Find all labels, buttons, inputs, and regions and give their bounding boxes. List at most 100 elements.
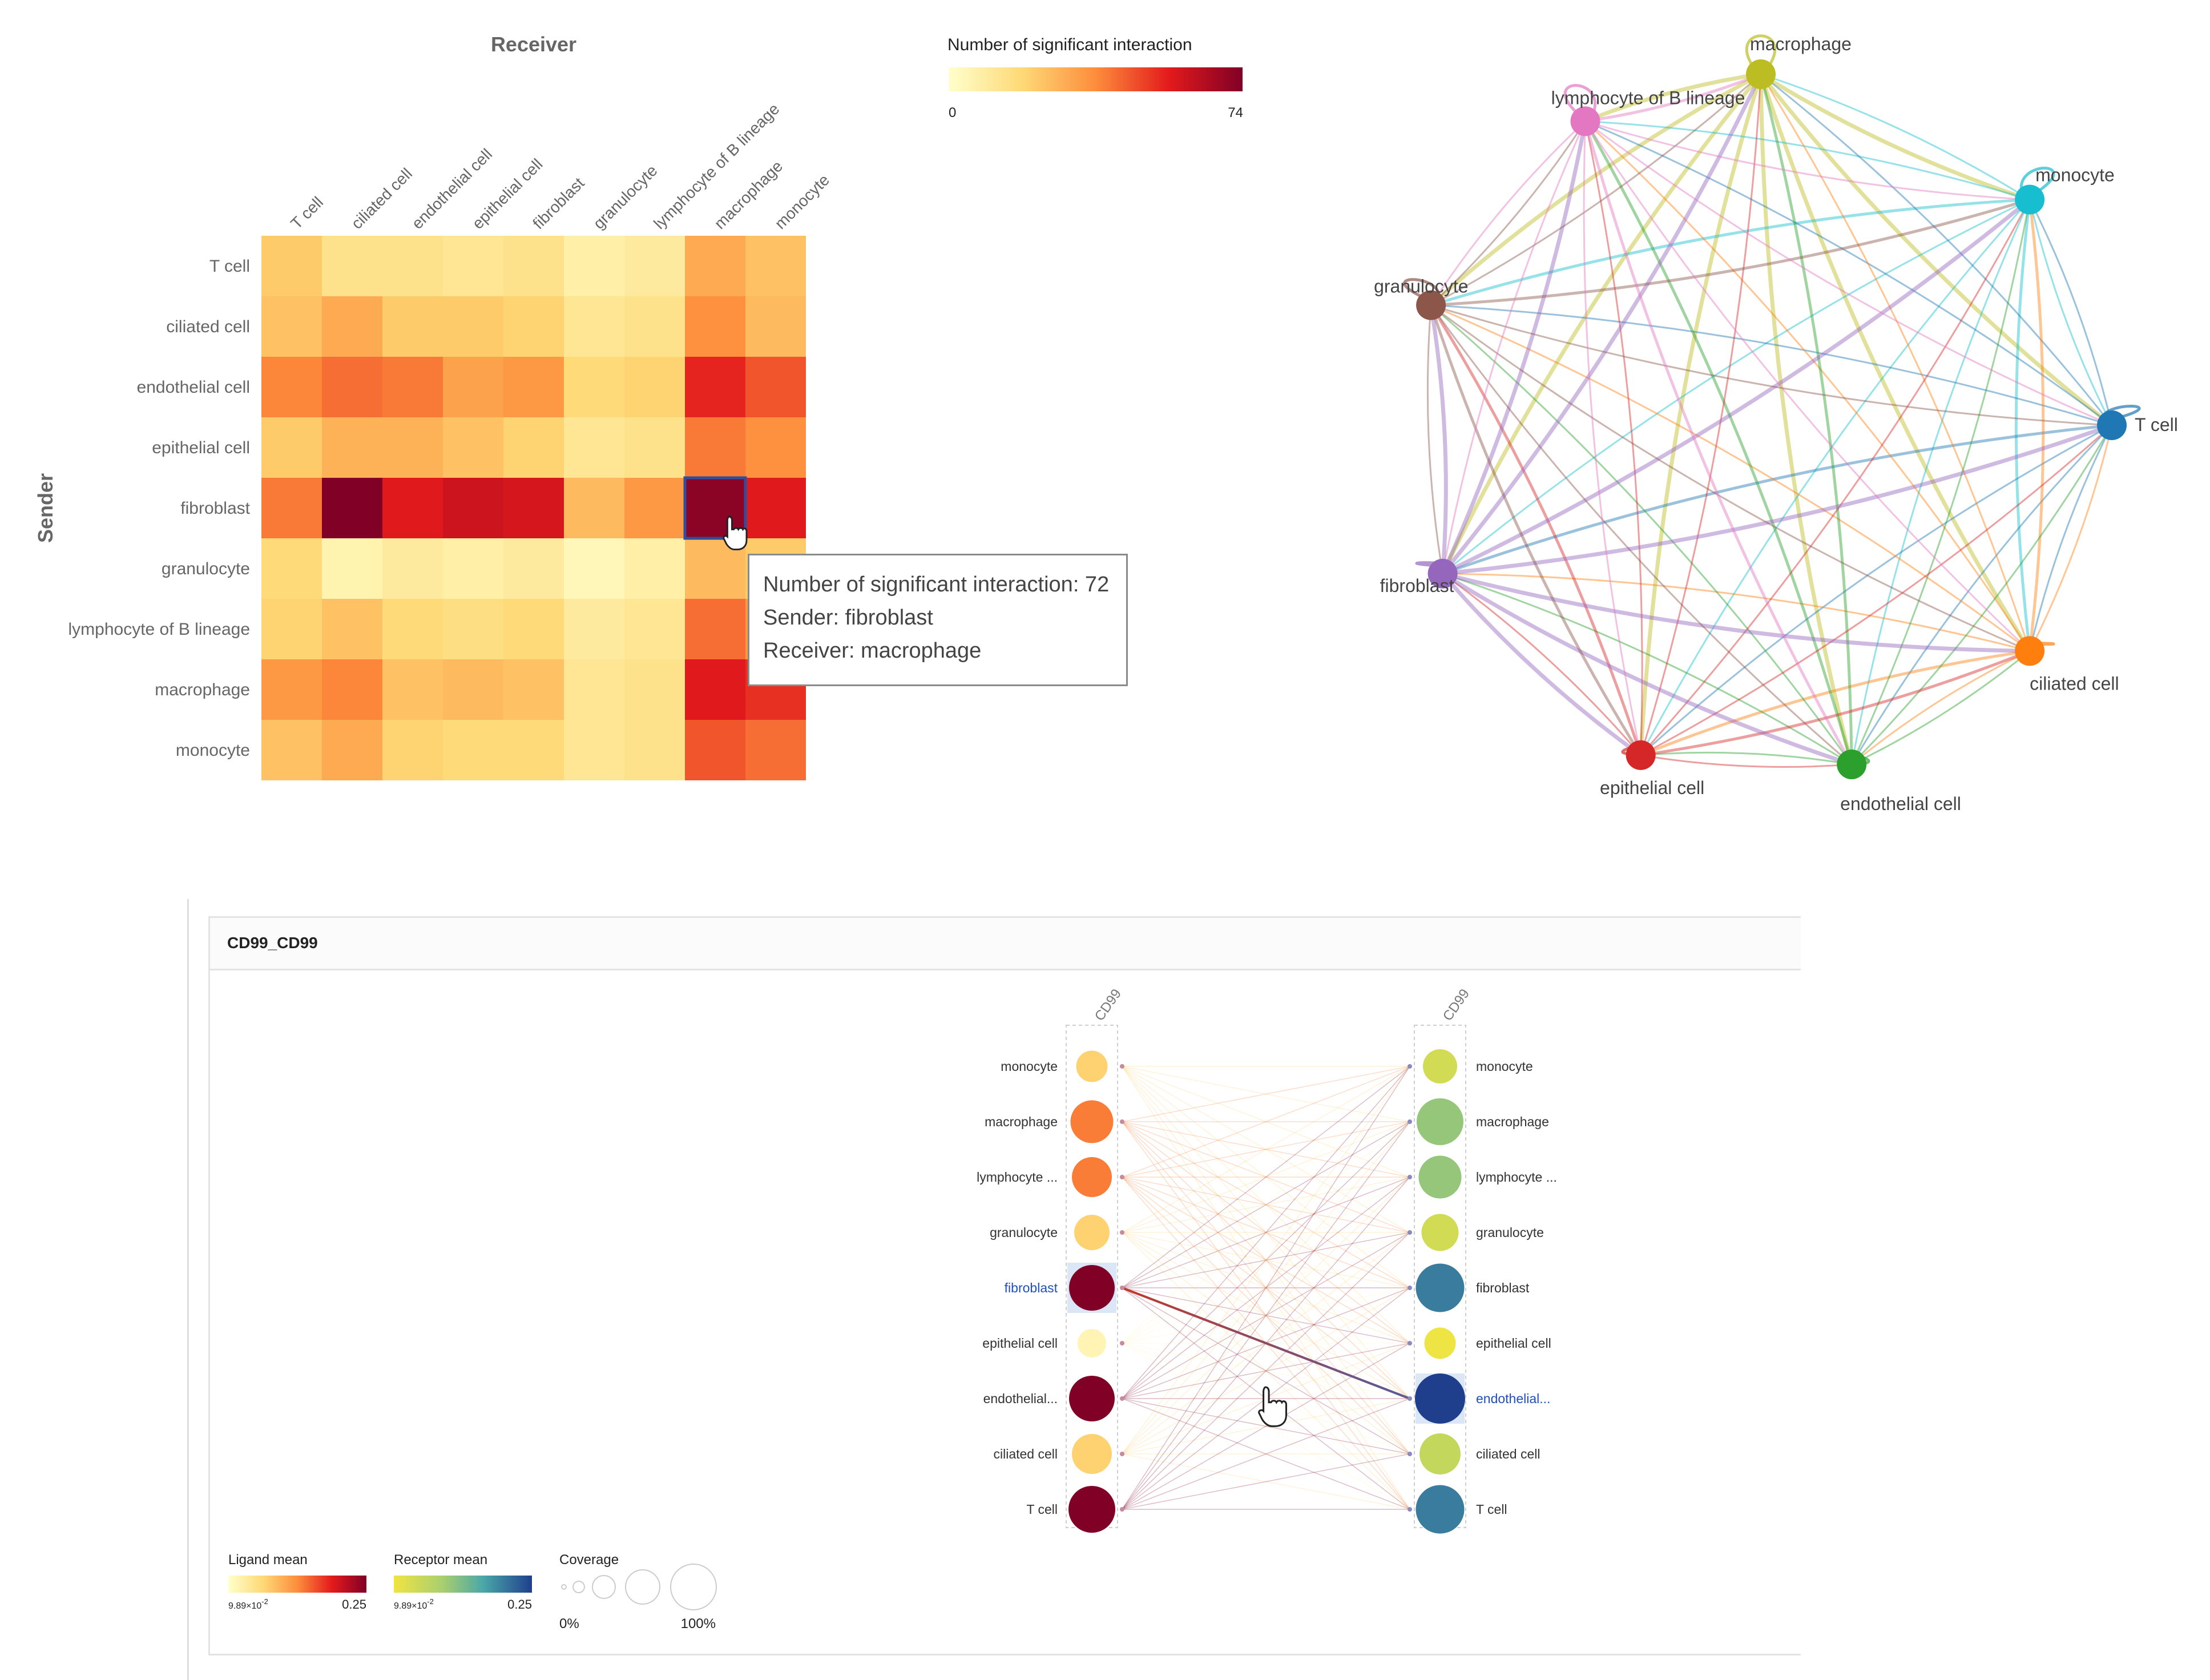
receptor-circle[interactable]: [1419, 1433, 1461, 1474]
ligand-circle[interactable]: [1076, 1050, 1108, 1082]
heatmap-cell[interactable]: [624, 357, 685, 417]
heatmap-cell[interactable]: [443, 236, 503, 296]
network-node[interactable]: [1837, 750, 1867, 780]
heatmap-cell[interactable]: [564, 599, 624, 659]
heatmap-cell[interactable]: [261, 417, 322, 478]
heatmap-cell[interactable]: [685, 357, 745, 417]
heatmap-cell[interactable]: [443, 538, 503, 599]
ligand-row-label[interactable]: lymphocyte ...: [977, 1170, 1058, 1185]
ligand-row-label[interactable]: epithelial cell: [982, 1336, 1058, 1351]
heatmap-cell[interactable]: [382, 417, 443, 478]
ligand-circle[interactable]: [1069, 1265, 1115, 1311]
network-node[interactable]: [1427, 558, 1458, 589]
heatmap-cell[interactable]: [261, 599, 322, 659]
receptor-circle[interactable]: [1417, 1098, 1463, 1145]
heatmap-cell[interactable]: [564, 538, 624, 599]
receptor-circle[interactable]: [1423, 1049, 1457, 1083]
heatmap-cell[interactable]: [685, 720, 745, 780]
ligand-row-label[interactable]: fibroblast: [1005, 1280, 1058, 1295]
network-node[interactable]: [1626, 740, 1656, 770]
heatmap-cell[interactable]: [322, 236, 382, 296]
ligand-row-label[interactable]: endothelial...: [983, 1391, 1058, 1406]
heatmap-cell[interactable]: [624, 478, 685, 538]
bipartite-highlight-link[interactable]: [1122, 1287, 1410, 1400]
heatmap-cell[interactable]: [503, 659, 564, 720]
heatmap-cell[interactable]: [443, 357, 503, 417]
heatmap-cell[interactable]: [503, 720, 564, 780]
heatmap-cell[interactable]: [443, 720, 503, 780]
ligand-circle[interactable]: [1074, 1215, 1110, 1250]
heatmap-cell[interactable]: [261, 357, 322, 417]
receptor-row-label[interactable]: lymphocyte ...: [1476, 1170, 1557, 1185]
receptor-circle[interactable]: [1421, 1214, 1459, 1251]
heatmap-cell[interactable]: [745, 296, 806, 357]
heatmap-cell[interactable]: [261, 538, 322, 599]
heatmap-cell[interactable]: [443, 296, 503, 357]
receptor-circle[interactable]: [1415, 1263, 1465, 1312]
receptor-row-label[interactable]: endothelial...: [1476, 1391, 1550, 1406]
heatmap-cell[interactable]: [261, 236, 322, 296]
heatmap-cell[interactable]: [322, 599, 382, 659]
heatmap-cell[interactable]: [503, 478, 564, 538]
network-node[interactable]: [2097, 410, 2127, 440]
heatmap-cell[interactable]: [322, 478, 382, 538]
heatmap-cell[interactable]: [624, 417, 685, 478]
heatmap-cell[interactable]: [322, 538, 382, 599]
network-node[interactable]: [1746, 59, 1776, 89]
heatmap-cell[interactable]: [322, 720, 382, 780]
heatmap-cell[interactable]: [322, 357, 382, 417]
network-node[interactable]: [1416, 290, 1446, 320]
heatmap-cell[interactable]: [624, 236, 685, 296]
ligand-circle[interactable]: [1072, 1434, 1112, 1474]
heatmap-cell[interactable]: [322, 417, 382, 478]
heatmap-cell[interactable]: [745, 417, 806, 478]
ligand-circle[interactable]: [1068, 1486, 1115, 1533]
heatmap-cell[interactable]: [503, 296, 564, 357]
ligand-circle[interactable]: [1078, 1329, 1106, 1357]
heatmap-cell[interactable]: [624, 599, 685, 659]
heatmap-cell[interactable]: [624, 538, 685, 599]
ligand-row-label[interactable]: T cell: [1026, 1502, 1058, 1517]
network-node[interactable]: [2015, 636, 2045, 666]
heatmap-cell[interactable]: [745, 357, 806, 417]
receptor-row-label[interactable]: fibroblast: [1476, 1280, 1530, 1295]
receptor-circle[interactable]: [1418, 1155, 1462, 1199]
heatmap-cell[interactable]: [503, 236, 564, 296]
receptor-row-label[interactable]: T cell: [1476, 1502, 1507, 1517]
heatmap-cell[interactable]: [443, 599, 503, 659]
heatmap-selected-cell[interactable]: [683, 476, 747, 540]
heatmap-cell[interactable]: [564, 417, 624, 478]
ligand-circle[interactable]: [1069, 1376, 1115, 1421]
heatmap-cell[interactable]: [382, 720, 443, 780]
heatmap-cell[interactable]: [564, 659, 624, 720]
ligand-circle[interactable]: [1070, 1100, 1114, 1143]
heatmap-cell[interactable]: [382, 296, 443, 357]
heatmap-cell[interactable]: [745, 478, 806, 538]
network-node[interactable]: [1570, 106, 1600, 136]
heatmap-cell[interactable]: [685, 236, 745, 296]
heatmap-cell[interactable]: [745, 236, 806, 296]
heatmap-cell[interactable]: [685, 417, 745, 478]
receptor-row-label[interactable]: epithelial cell: [1476, 1336, 1551, 1351]
heatmap-cell[interactable]: [261, 478, 322, 538]
heatmap-cell[interactable]: [685, 599, 745, 659]
ligand-row-label[interactable]: granulocyte: [990, 1225, 1058, 1240]
heatmap-cell[interactable]: [382, 538, 443, 599]
heatmap-cell[interactable]: [503, 538, 564, 599]
receptor-row-label[interactable]: ciliated cell: [1476, 1447, 1540, 1461]
heatmap-cell[interactable]: [685, 659, 745, 720]
heatmap-cell[interactable]: [745, 720, 806, 780]
receptor-row-label[interactable]: macrophage: [1476, 1114, 1549, 1129]
heatmap-cell[interactable]: [382, 659, 443, 720]
heatmap-cell[interactable]: [382, 236, 443, 296]
heatmap-cell[interactable]: [322, 296, 382, 357]
heatmap-cell[interactable]: [503, 599, 564, 659]
heatmap-cell[interactable]: [503, 357, 564, 417]
receptor-circle[interactable]: [1415, 1373, 1465, 1424]
heatmap-cell[interactable]: [443, 659, 503, 720]
heatmap-cell[interactable]: [564, 478, 624, 538]
network-node[interactable]: [2015, 184, 2045, 215]
heatmap-cell[interactable]: [564, 720, 624, 780]
heatmap-cell[interactable]: [322, 659, 382, 720]
heatmap-cell[interactable]: [261, 296, 322, 357]
